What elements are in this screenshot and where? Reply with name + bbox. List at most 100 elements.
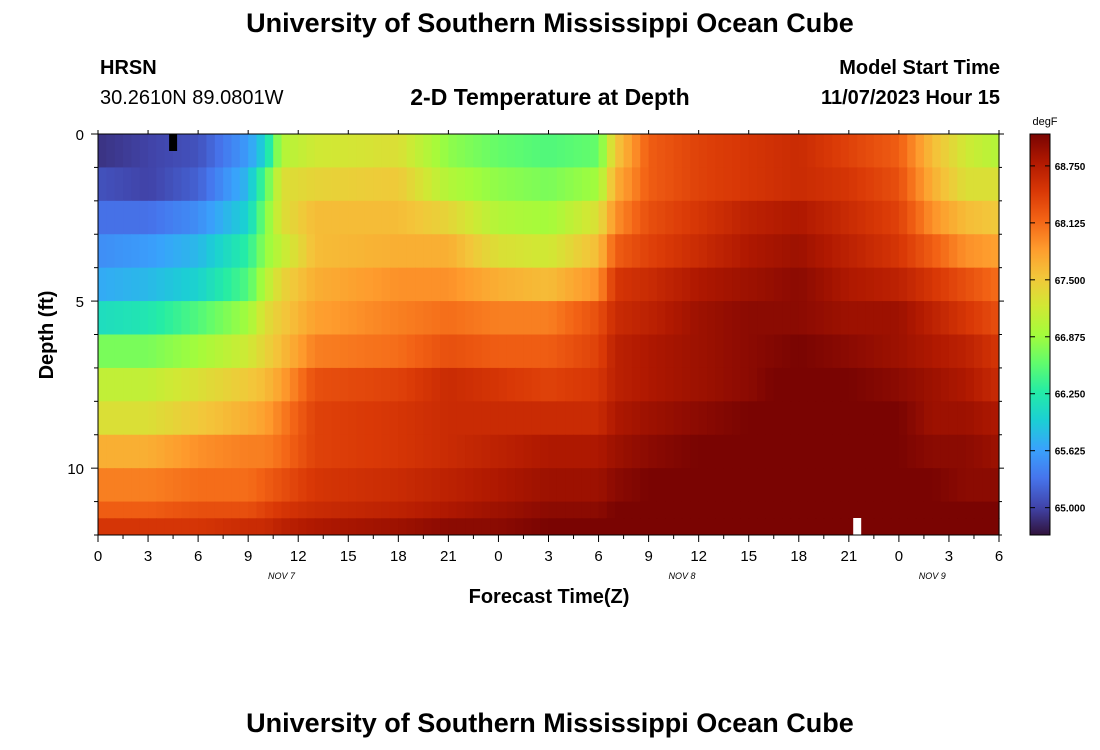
x-tick-label: 0: [494, 548, 502, 565]
heatmap-cell: [415, 501, 424, 519]
heatmap-cell: [923, 334, 933, 369]
heatmap-cell: [656, 434, 666, 469]
heatmap-cell: [848, 167, 858, 202]
heatmap-cell: [381, 518, 391, 535]
heatmap-cell: [298, 234, 308, 269]
heatmap-cell: [281, 301, 291, 336]
heatmap-cell: [523, 134, 533, 169]
heatmap-cell: [765, 501, 775, 519]
heatmap-cell: [456, 134, 466, 169]
heatmap-cell: [198, 518, 208, 535]
heatmap-cell: [331, 167, 341, 202]
heatmap-cell: [748, 401, 758, 436]
heatmap-cell: [148, 468, 157, 503]
heatmap-cell: [106, 501, 116, 519]
heatmap-cell: [556, 334, 566, 369]
heatmap-cell: [198, 434, 208, 469]
heatmap-cell: [798, 334, 808, 369]
heatmap-cell: [857, 468, 867, 503]
heatmap-cell: [214, 167, 224, 202]
heatmap-cell: [465, 200, 475, 235]
heatmap-cell: [898, 134, 908, 169]
heatmap-cell: [973, 301, 983, 336]
heatmap-cell: [623, 501, 633, 519]
heatmap-cell: [356, 518, 366, 535]
heatmap-cell: [865, 334, 875, 369]
heatmap-cell: [882, 334, 892, 369]
heatmap-cell: [757, 234, 766, 269]
heatmap-cell: [940, 234, 950, 269]
heatmap-cell: [106, 134, 116, 169]
heatmap-cell: [181, 134, 191, 169]
heatmap-cell: [982, 167, 992, 202]
heatmap-cell: [298, 401, 308, 436]
heatmap-cell: [273, 434, 283, 469]
heatmap-cell: [373, 434, 383, 469]
heatmap-cell: [723, 267, 733, 302]
heatmap-cell: [389, 200, 399, 235]
heatmap-cell: [448, 501, 458, 519]
heatmap-cell: [640, 134, 650, 169]
heatmap-cell: [898, 234, 908, 269]
heatmap-cell: [923, 167, 933, 202]
heatmap-cell: [156, 367, 166, 402]
heatmap-cell: [932, 501, 942, 519]
heatmap-cell: [973, 267, 983, 302]
heatmap-cell: [715, 468, 725, 503]
heatmap-cell: [815, 301, 825, 336]
heatmap-cell: [915, 434, 925, 469]
heatmap-cell: [631, 301, 641, 336]
heatmap-cell: [356, 434, 366, 469]
heatmap-cell: [848, 401, 858, 436]
heatmap-cell: [707, 518, 716, 535]
heatmap-cell: [823, 434, 833, 469]
heatmap-cell: [465, 401, 475, 436]
heatmap-cell: [465, 434, 475, 469]
heatmap-cell: [631, 401, 641, 436]
heatmap-cell: [164, 167, 174, 202]
heatmap-cell: [506, 301, 516, 336]
heatmap-cell: [890, 167, 900, 202]
heatmap-cell: [948, 518, 958, 535]
heatmap-cell: [389, 334, 399, 369]
heatmap-cell: [131, 267, 141, 302]
heatmap-cell: [323, 200, 333, 235]
heatmap-cell: [848, 434, 858, 469]
heatmap-cell: [790, 468, 800, 503]
heatmap-cell: [623, 468, 633, 503]
heatmap-cell: [732, 367, 741, 402]
heatmap-cell: [773, 518, 783, 535]
heatmap-cell: [415, 200, 424, 235]
heatmap-cell: [990, 401, 1000, 436]
heatmap-cell: [381, 134, 391, 169]
heatmap-cell: [815, 401, 825, 436]
heatmap-cell: [415, 468, 424, 503]
heatmap-cell: [723, 301, 733, 336]
x-tick-label: 0: [94, 548, 102, 565]
heatmap-cell: [398, 334, 408, 369]
heatmap-cell: [865, 434, 875, 469]
heatmap-cell: [707, 267, 716, 302]
heatmap-cell: [231, 367, 241, 402]
heatmap-cell: [623, 334, 633, 369]
heatmap-cell: [364, 501, 374, 519]
heatmap-cell: [723, 367, 733, 402]
heatmap-cell: [915, 200, 925, 235]
heatmap-cell: [348, 200, 358, 235]
heatmap-cell: [398, 234, 408, 269]
heatmap-cell: [364, 434, 374, 469]
heatmap-cell: [289, 234, 299, 269]
heatmap-cell: [264, 501, 274, 519]
heatmap-cell: [206, 401, 216, 436]
heatmap-cell: [298, 134, 308, 169]
heatmap-cell: [490, 267, 500, 302]
heatmap-cell: [807, 367, 817, 402]
heatmap-cell: [865, 200, 875, 235]
heatmap-cell: [615, 234, 625, 269]
heatmap-cell: [231, 267, 241, 302]
heatmap-cell: [214, 518, 224, 535]
colorbar-gradient: [1029, 133, 1051, 536]
heatmap-cell: [648, 434, 658, 469]
heatmap-cell: [173, 167, 183, 202]
heatmap-cell: [256, 518, 266, 535]
